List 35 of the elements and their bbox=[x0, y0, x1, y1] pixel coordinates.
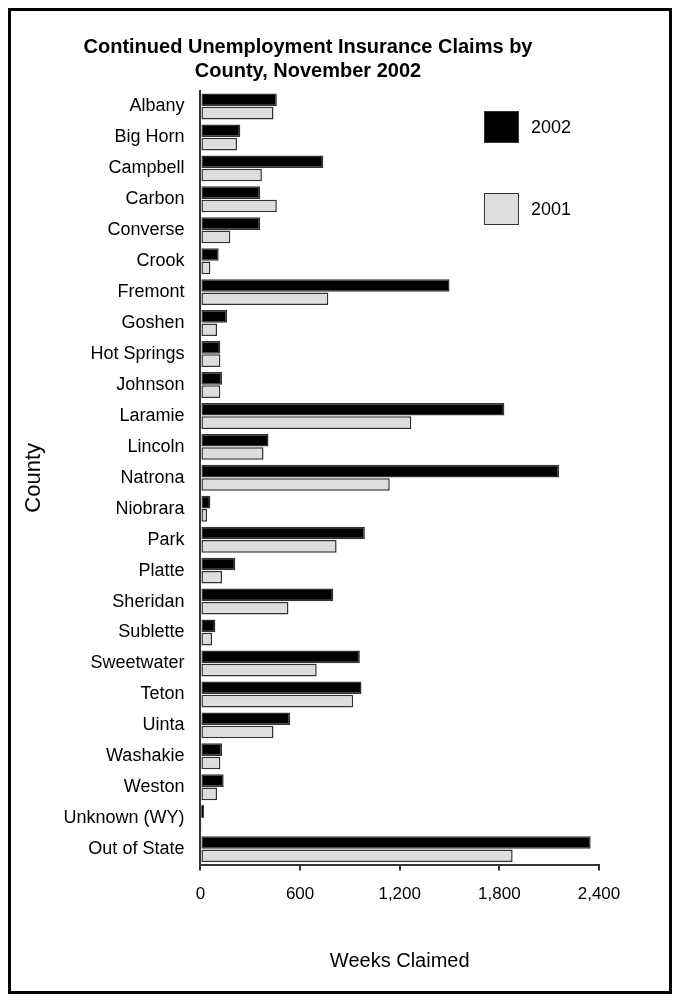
y-tick-label: Fremont bbox=[117, 281, 185, 302]
y-axis-title: County bbox=[20, 442, 46, 513]
y-tick-label: Out of State bbox=[88, 838, 185, 859]
legend-label: 2001 bbox=[531, 198, 572, 220]
y-tick-label: Hot Springs bbox=[90, 342, 185, 363]
x-tick-label: 1,800 bbox=[478, 884, 521, 904]
y-tick-label: Platte bbox=[138, 559, 185, 580]
y-tick-label: Goshen bbox=[121, 312, 185, 333]
y-tick-label: Niobrara bbox=[115, 497, 186, 518]
y-tick-label: Natrona bbox=[120, 466, 186, 487]
y-tick-label: Unknown (WY) bbox=[63, 807, 185, 828]
x-tick-label: 2,400 bbox=[577, 884, 621, 904]
y-tick-label: Washakie bbox=[106, 745, 185, 766]
x-axis-title: Weeks Claimed bbox=[329, 948, 470, 971]
x-tick-label: 0 bbox=[195, 884, 206, 904]
x-tick-label: 600 bbox=[285, 884, 315, 904]
y-tick-label: Sweetwater bbox=[90, 652, 185, 673]
y-tick-label: Sheridan bbox=[112, 590, 185, 611]
y-tick-label: Campbell bbox=[108, 157, 185, 178]
y-tick-label: Laramie bbox=[119, 404, 185, 425]
y-tick-label: Big Horn bbox=[114, 126, 185, 147]
y-tick-label: Converse bbox=[107, 219, 185, 240]
y-tick-label: Teton bbox=[140, 683, 185, 704]
y-tick-label: Weston bbox=[123, 776, 185, 797]
y-tick-label: Lincoln bbox=[127, 435, 185, 456]
legend-label: 2002 bbox=[531, 116, 572, 138]
chart-title: Continued Unemployment Insurance Claims by County, November 2002 bbox=[83, 34, 534, 81]
y-tick-label: Uinta bbox=[142, 714, 186, 735]
y-tick-label: Albany bbox=[129, 95, 185, 116]
y-tick-label: Park bbox=[147, 528, 186, 549]
y-tick-label: Johnson bbox=[116, 373, 185, 394]
y-tick-label: Sublette bbox=[118, 621, 185, 642]
y-tick-label: Crook bbox=[136, 250, 186, 271]
y-tick-label: Carbon bbox=[125, 188, 185, 209]
x-tick-label: 1,200 bbox=[378, 884, 421, 904]
